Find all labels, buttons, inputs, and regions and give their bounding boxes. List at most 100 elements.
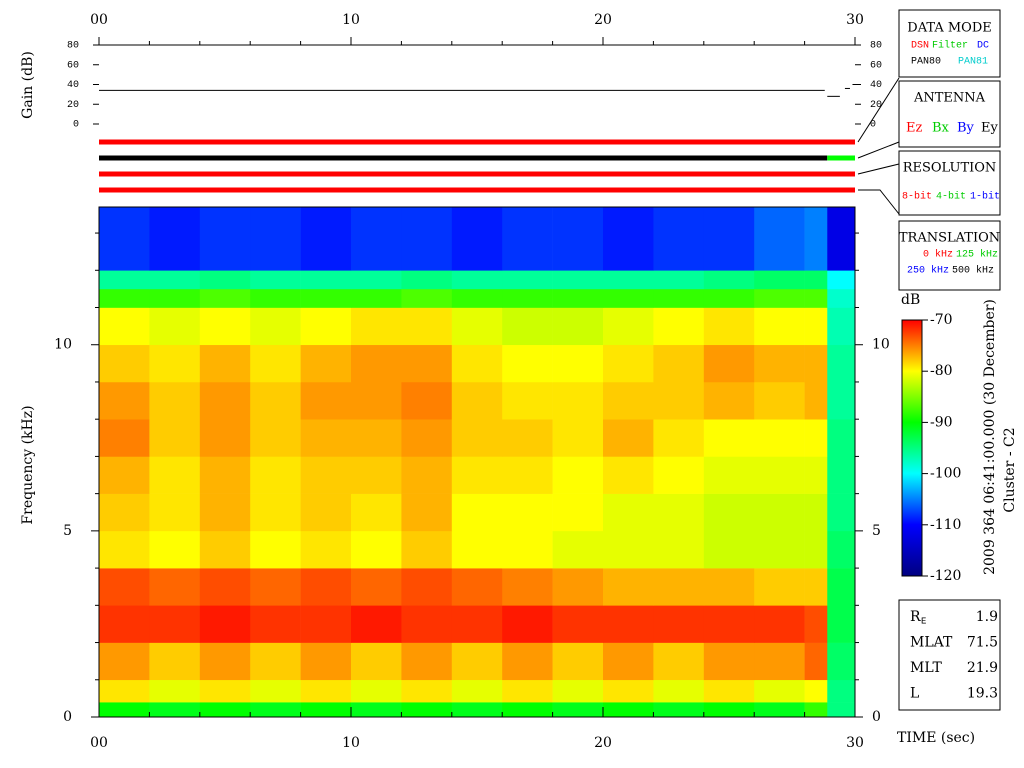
spectrogram-cell	[250, 456, 301, 494]
spectrogram-cell	[827, 530, 856, 569]
spectrogram-cell	[250, 288, 301, 308]
spectrogram-cell	[300, 381, 352, 420]
spectrogram-cell	[99, 344, 150, 383]
side-label: 2009 364 06:41:00.000 (30 December)	[982, 299, 998, 575]
spectrogram-cell	[703, 702, 755, 718]
legend-item: Bx	[932, 121, 950, 136]
spectrogram-cell	[300, 419, 352, 457]
spectrogram-cell	[603, 530, 654, 569]
spectrogram-cell	[250, 679, 301, 703]
spectrogram-cell	[827, 307, 856, 346]
y-tick-label: 40	[870, 80, 882, 91]
connectors	[857, 77, 900, 215]
spectrogram-cell	[451, 530, 503, 569]
spectrogram-cell	[804, 288, 828, 308]
info-value: 21.9	[967, 660, 998, 676]
legend-box	[898, 220, 1001, 291]
spectrogram-cell	[451, 568, 503, 606]
spectrogram-cell	[300, 605, 352, 643]
spectrogram-cell	[199, 307, 251, 346]
spectrogram-cell	[149, 456, 201, 494]
colorbar-label: dB	[901, 292, 920, 308]
spectrogram-cell	[502, 344, 553, 383]
connector	[857, 141, 900, 159]
spectrogram-cell	[351, 207, 402, 271]
spectrogram-cell	[827, 605, 856, 643]
spectrogram-cell	[300, 270, 352, 290]
spectrogram-cell	[703, 456, 755, 494]
spectrogram-cell	[300, 344, 352, 383]
spectrogram-cell	[552, 381, 604, 420]
y-tick-label: 0	[872, 709, 881, 725]
info-value: 1.9	[976, 609, 998, 625]
spectrogram-cell	[754, 530, 805, 569]
spectrogram-cell	[401, 207, 453, 271]
spectrogram-cell	[351, 344, 402, 383]
info-label: MLT	[910, 660, 942, 676]
spectrogram-cell	[552, 702, 604, 718]
spectrogram-cell	[300, 288, 352, 308]
colorbar-tick-label: -90	[930, 414, 953, 430]
spectrogram-cell	[199, 568, 251, 606]
legend-box	[898, 150, 1001, 216]
legend-title: RESOLUTION	[903, 161, 997, 176]
spectrogram-cell	[351, 307, 402, 346]
spectrogram-cell	[653, 207, 705, 271]
spectrogram-cell	[703, 568, 755, 606]
y-tick-label: 60	[870, 60, 882, 71]
info-label: MLAT	[910, 635, 953, 651]
status-bar	[99, 139, 855, 145]
spectrogram-cell	[199, 270, 251, 290]
spectrogram-cell	[804, 207, 828, 271]
spectrogram-cell	[703, 530, 755, 569]
spectrogram-cell	[502, 605, 553, 643]
spectrogram-cell	[703, 605, 755, 643]
spectrogram-cell	[653, 288, 705, 308]
y-tick-label: 0	[870, 120, 876, 131]
y-axis-label: Frequency (kHz)	[20, 405, 36, 524]
spectrogram-cell	[603, 381, 654, 420]
spectrogram-cell	[653, 530, 705, 569]
spectrogram-cell	[653, 702, 705, 718]
legend-item: 8-bit	[902, 191, 932, 203]
spectrogram-cell	[250, 530, 301, 569]
y-tick-label: 40	[67, 80, 79, 91]
spectrogram-cell	[552, 344, 604, 383]
spectrogram-cell	[754, 207, 805, 271]
connector	[857, 163, 900, 175]
spectrogram-cell	[827, 493, 856, 532]
legend-title: ANTENNA	[913, 91, 986, 106]
spectrogram-cell	[401, 493, 453, 532]
spectrogram-cell	[199, 493, 251, 532]
info-label: L	[910, 686, 919, 702]
spectrogram-cell	[99, 381, 150, 420]
spectrogram-cell	[804, 456, 828, 494]
spectrogram-cell	[603, 605, 654, 643]
spectrogram-cell	[502, 642, 553, 681]
spectrogram-cell	[703, 642, 755, 681]
spectrogram-cell	[149, 419, 201, 457]
y-axis-label: Gain (dB)	[20, 51, 36, 119]
spectrogram	[99, 207, 856, 718]
spectrogram-cell	[502, 207, 553, 271]
spectrogram-cell	[703, 679, 755, 703]
spectrogram-cell	[451, 419, 503, 457]
spectrogram-cell	[199, 456, 251, 494]
spectrogram-cell	[754, 344, 805, 383]
spectrogram-cell	[199, 679, 251, 703]
spectrogram-cell	[451, 642, 503, 681]
spectrogram-cell	[653, 456, 705, 494]
spectrogram-cell	[99, 530, 150, 569]
spectrogram-cell	[804, 270, 828, 290]
spectrogram-cell	[451, 344, 503, 383]
spectrogram-cell	[149, 702, 201, 718]
y-tick-label: 20	[67, 100, 79, 111]
spectrogram-cell	[552, 605, 604, 643]
y-tick-label: 5	[872, 523, 881, 539]
spectrogram-cell	[502, 679, 553, 703]
legend-item: Ey	[981, 121, 998, 136]
spectrogram-cell	[653, 344, 705, 383]
y-tick-label: 10	[54, 337, 72, 353]
legend-title: TRANSLATION	[899, 231, 1000, 246]
